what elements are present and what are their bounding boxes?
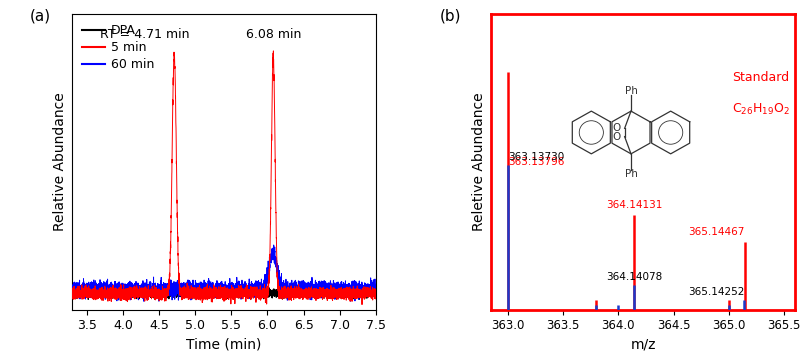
60 min — [123, 289, 132, 293]
5 min — [183, 297, 192, 302]
5 min — [294, 292, 303, 296]
DPA — [294, 295, 303, 299]
60 min — [67, 289, 77, 294]
5 min — [268, 49, 277, 53]
5 min — [357, 302, 367, 307]
5 min — [371, 289, 380, 294]
60 min — [317, 288, 326, 292]
5 min — [317, 289, 326, 294]
5 min — [265, 258, 274, 263]
Line: DPA: DPA — [72, 286, 375, 300]
Text: 363.13796: 363.13796 — [507, 157, 564, 167]
Text: Standard: Standard — [731, 71, 788, 85]
Y-axis label: Relative Abundance: Relative Abundance — [53, 93, 67, 231]
60 min — [265, 266, 274, 270]
Line: 5 min: 5 min — [72, 51, 375, 305]
Text: C$_{26}$H$_{19}$O$_2$: C$_{26}$H$_{19}$O$_2$ — [731, 102, 788, 117]
DPA — [243, 284, 253, 288]
DPA — [265, 289, 274, 293]
DPA — [67, 290, 77, 294]
Text: (a): (a) — [30, 9, 51, 23]
DPA — [83, 297, 93, 302]
Y-axis label: Reletive Abundance: Reletive Abundance — [471, 93, 485, 231]
Text: 364.14078: 364.14078 — [605, 272, 661, 282]
DPA — [371, 293, 380, 297]
60 min — [269, 243, 278, 247]
Text: (b): (b) — [439, 9, 460, 23]
Line: 60 min: 60 min — [72, 245, 375, 301]
Text: 364.14131: 364.14131 — [605, 199, 662, 210]
DPA — [249, 295, 259, 299]
Text: RT = 4.71 min: RT = 4.71 min — [99, 28, 189, 41]
60 min — [249, 292, 259, 296]
DPA — [184, 287, 193, 291]
DPA — [123, 287, 132, 291]
X-axis label: Time (min): Time (min) — [186, 338, 261, 352]
Text: 365.14467: 365.14467 — [687, 227, 743, 237]
60 min — [371, 288, 380, 292]
DPA — [317, 288, 326, 292]
60 min — [139, 299, 148, 303]
60 min — [294, 282, 303, 286]
5 min — [249, 286, 259, 291]
X-axis label: m/z: m/z — [630, 338, 655, 352]
Text: 6.08 min: 6.08 min — [245, 28, 301, 41]
Text: 363.13730: 363.13730 — [507, 152, 564, 162]
5 min — [67, 292, 77, 297]
Legend: DPA, 5 min, 60 min: DPA, 5 min, 60 min — [79, 21, 158, 75]
60 min — [184, 292, 193, 296]
5 min — [123, 286, 132, 291]
Text: 365.14252: 365.14252 — [687, 287, 743, 297]
